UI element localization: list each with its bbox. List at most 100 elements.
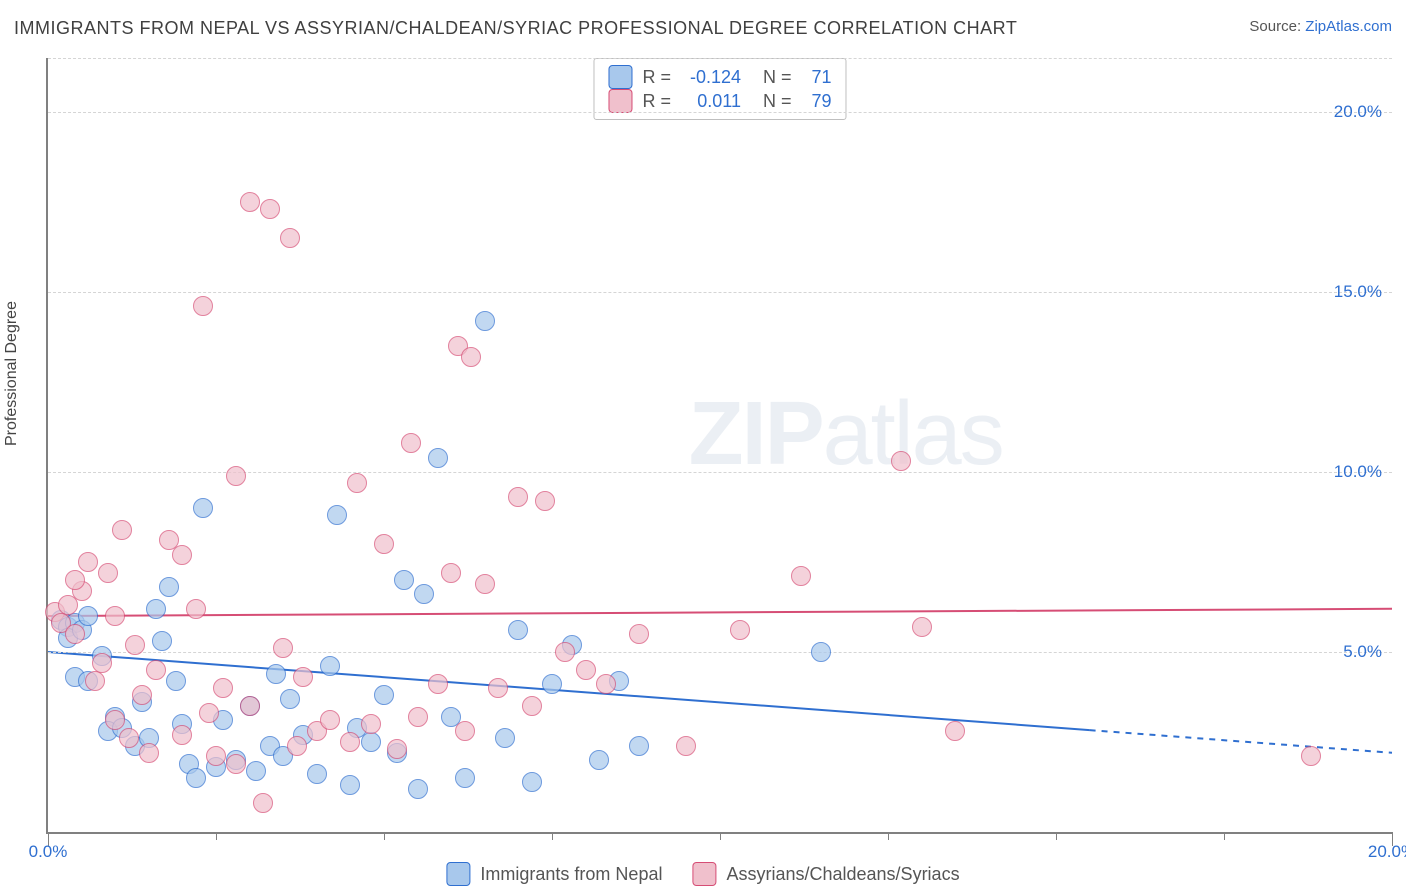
data-point	[361, 732, 381, 752]
data-point	[475, 311, 495, 331]
x-tick-minor	[384, 832, 385, 840]
data-point	[125, 635, 145, 655]
data-point	[428, 448, 448, 468]
data-point	[280, 689, 300, 709]
data-point	[186, 599, 206, 619]
data-point	[730, 620, 750, 640]
source-attribution: Source: ZipAtlas.com	[1249, 18, 1392, 35]
data-point	[535, 491, 555, 511]
data-point	[119, 728, 139, 748]
data-point	[455, 721, 475, 741]
data-point	[226, 466, 246, 486]
data-point	[522, 772, 542, 792]
grid-line	[48, 58, 1392, 59]
trend-line-solid	[48, 609, 1392, 616]
data-point	[152, 631, 172, 651]
data-point	[455, 768, 475, 788]
data-point	[629, 624, 649, 644]
data-point	[92, 653, 112, 673]
data-point	[78, 606, 98, 626]
x-tick-minor	[1224, 832, 1225, 840]
stats-r-label: R =	[642, 91, 671, 112]
x-tick-minor	[552, 832, 553, 840]
data-point	[172, 725, 192, 745]
data-point	[891, 451, 911, 471]
watermark: ZIPatlas	[689, 383, 1003, 486]
data-point	[266, 664, 286, 684]
x-tick-minor	[216, 832, 217, 840]
data-point	[394, 570, 414, 590]
data-point	[327, 505, 347, 525]
data-point	[253, 793, 273, 813]
data-point	[408, 779, 428, 799]
data-point	[240, 696, 260, 716]
data-point	[78, 552, 98, 572]
data-point	[374, 534, 394, 554]
source-prefix: Source:	[1249, 18, 1305, 35]
legend-label: Assyrians/Chaldeans/Syriacs	[726, 864, 959, 885]
data-point	[414, 584, 434, 604]
chart-title: IMMIGRANTS FROM NEPAL VS ASSYRIAN/CHALDE…	[14, 18, 1017, 39]
data-point	[347, 473, 367, 493]
data-point	[441, 563, 461, 583]
stats-r-value: 0.011	[681, 91, 741, 112]
grid-line	[48, 292, 1392, 293]
data-point	[791, 566, 811, 586]
legend-swatch	[446, 862, 470, 886]
data-point	[1301, 746, 1321, 766]
data-point	[374, 685, 394, 705]
data-point	[246, 761, 266, 781]
data-point	[85, 671, 105, 691]
source-link[interactable]: ZipAtlas.com	[1305, 18, 1392, 35]
y-tick-label: 10.0%	[1334, 462, 1382, 482]
data-point	[213, 678, 233, 698]
data-point	[98, 563, 118, 583]
data-point	[146, 660, 166, 680]
data-point	[139, 743, 159, 763]
trend-line-dashed	[1090, 730, 1392, 753]
data-point	[401, 433, 421, 453]
data-point	[408, 707, 428, 727]
plot-area: ZIPatlas R = -0.124N = 71R = 0.011N = 79…	[46, 58, 1392, 834]
data-point	[811, 642, 831, 662]
grid-line	[48, 652, 1392, 653]
data-point	[206, 746, 226, 766]
stats-legend-row: R = 0.011N = 79	[608, 89, 831, 113]
data-point	[555, 642, 575, 662]
y-tick-label: 20.0%	[1334, 102, 1382, 122]
x-tick-minor	[720, 832, 721, 840]
data-point	[186, 768, 206, 788]
data-point	[193, 296, 213, 316]
data-point	[508, 620, 528, 640]
series-legend: Immigrants from Nepal Assyrians/Chaldeans…	[446, 862, 959, 886]
data-point	[240, 192, 260, 212]
data-point	[461, 347, 481, 367]
y-axis-label: Professional Degree	[3, 301, 21, 446]
x-tick-label: 20.0%	[1368, 842, 1406, 862]
data-point	[495, 728, 515, 748]
data-point	[166, 671, 186, 691]
data-point	[273, 638, 293, 658]
data-point	[105, 606, 125, 626]
data-point	[387, 739, 407, 759]
legend-item: Immigrants from Nepal	[446, 862, 662, 886]
y-tick-label: 15.0%	[1334, 282, 1382, 302]
stats-r-value: -0.124	[681, 67, 741, 88]
data-point	[287, 736, 307, 756]
data-point	[488, 678, 508, 698]
stats-n-label: N =	[763, 91, 792, 112]
data-point	[340, 775, 360, 795]
data-point	[307, 764, 327, 784]
legend-swatch	[692, 862, 716, 886]
data-point	[945, 721, 965, 741]
data-point	[589, 750, 609, 770]
data-point	[475, 574, 495, 594]
data-point	[65, 624, 85, 644]
y-tick-label: 5.0%	[1343, 642, 1382, 662]
stats-r-label: R =	[642, 67, 671, 88]
x-tick-minor	[888, 832, 889, 840]
data-point	[542, 674, 562, 694]
stats-n-value: 71	[802, 67, 832, 88]
data-point	[146, 599, 166, 619]
data-point	[676, 736, 696, 756]
